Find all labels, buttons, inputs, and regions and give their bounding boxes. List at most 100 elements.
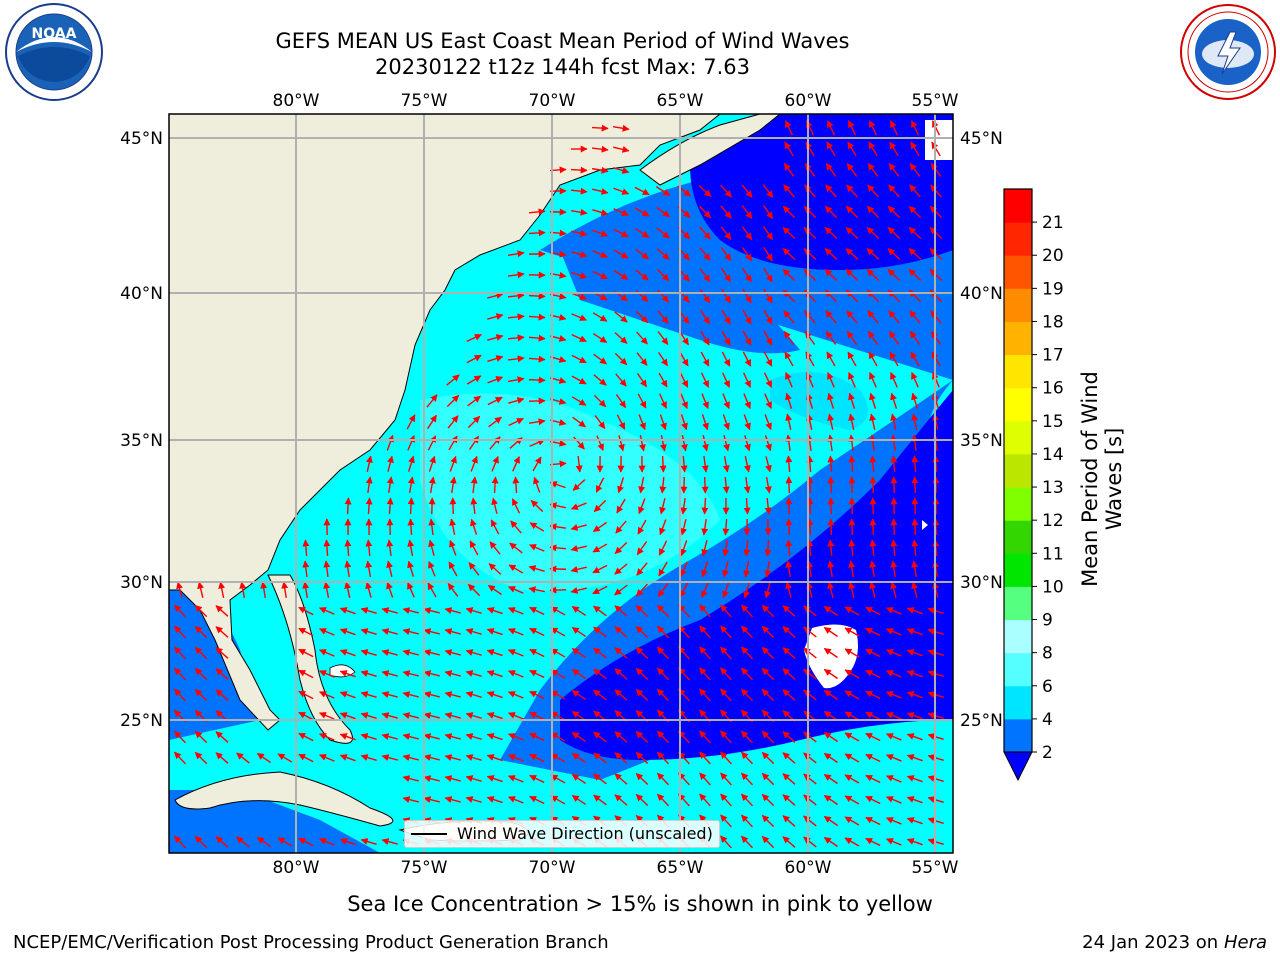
wave-direction-arrow bbox=[469, 540, 479, 556]
wave-direction-arrow bbox=[507, 691, 524, 699]
wave-direction-arrow bbox=[720, 751, 732, 765]
wave-direction-arrow bbox=[701, 414, 709, 431]
wave-direction-arrow bbox=[323, 560, 331, 578]
wave-direction-arrow bbox=[868, 120, 878, 136]
wave-direction-arrow bbox=[887, 227, 901, 239]
wave-direction-arrow bbox=[699, 793, 711, 807]
wave-direction-arrow bbox=[487, 376, 504, 384]
wave-direction-arrow bbox=[298, 606, 314, 616]
wave-direction-arrow bbox=[635, 269, 649, 281]
wave-direction-arrow bbox=[826, 120, 836, 136]
wave-direction-arrow bbox=[782, 794, 796, 806]
wave-direction-arrow bbox=[848, 372, 856, 388]
wave-direction-arrow bbox=[803, 752, 817, 764]
wave-direction-arrow bbox=[806, 560, 814, 578]
wave-direction-arrow bbox=[444, 670, 461, 677]
wave-direction-arrow bbox=[906, 607, 923, 615]
wave-direction-arrow bbox=[823, 752, 839, 764]
blue-region-gulf bbox=[169, 580, 260, 740]
wave-direction-arrow bbox=[571, 731, 587, 743]
wave-direction-arrow bbox=[529, 690, 545, 700]
wave-direction-arrow bbox=[636, 331, 648, 345]
wave-direction-arrow bbox=[592, 250, 608, 258]
wave-direction-arrow bbox=[908, 205, 922, 219]
wave-direction-arrow bbox=[614, 647, 628, 659]
wave-direction-arrow bbox=[720, 604, 732, 618]
wave-direction-arrow bbox=[634, 186, 650, 196]
wave-direction-arrow bbox=[911, 581, 918, 598]
wave-direction-arrow bbox=[467, 415, 481, 429]
wave-direction-arrow bbox=[782, 268, 796, 282]
wave-direction-arrow bbox=[488, 416, 502, 428]
wave-direction-arrow bbox=[699, 604, 711, 618]
wave-direction-arrow bbox=[868, 141, 878, 157]
wave-direction-arrow bbox=[656, 268, 670, 282]
wave-direction-arrow bbox=[847, 351, 857, 367]
wave-direction-arrow bbox=[659, 476, 667, 494]
wave-direction-arrow bbox=[869, 434, 877, 452]
wave-direction-arrow bbox=[215, 752, 229, 764]
wave-direction-arrow bbox=[845, 268, 859, 282]
wave-direction-arrow bbox=[659, 435, 667, 452]
wave-direction-arrow bbox=[742, 288, 752, 304]
wave-direction-arrow bbox=[593, 647, 607, 659]
wave-direction-arrow bbox=[803, 668, 817, 680]
wave-direction-arrow bbox=[740, 730, 754, 744]
wave-direction-arrow bbox=[638, 477, 646, 494]
land-north-america bbox=[169, 114, 721, 731]
land-cuba bbox=[174, 771, 394, 827]
wave-direction-arrow bbox=[743, 561, 751, 578]
sea-ice-note: Sea Ice Concentration > 15% is shown in … bbox=[347, 892, 933, 916]
wave-direction-arrow bbox=[571, 229, 588, 237]
lat-tick-label: 30°N bbox=[960, 573, 1003, 593]
wave-direction-arrow bbox=[215, 731, 229, 743]
wave-direction-arrow bbox=[402, 775, 419, 782]
wave-direction-arrow bbox=[782, 668, 796, 680]
wave-direction-arrow bbox=[865, 774, 881, 784]
wave-direction-arrow bbox=[381, 712, 398, 719]
wave-direction-arrow bbox=[507, 628, 524, 636]
colorbar-segment bbox=[1004, 652, 1032, 687]
wave-direction-arrow bbox=[782, 205, 796, 219]
wave-direction-arrow bbox=[763, 309, 773, 325]
wave-direction-arrow bbox=[740, 688, 754, 702]
wave-direction-arrow bbox=[656, 730, 670, 744]
wave-direction-arrow bbox=[339, 838, 356, 846]
wave-direction-arrow bbox=[571, 292, 588, 300]
map-field bbox=[169, 114, 953, 853]
wave-direction-arrow bbox=[615, 520, 627, 534]
wave-direction-arrow bbox=[844, 606, 860, 616]
wave-direction-arrow bbox=[636, 372, 648, 388]
wave-direction-arrow bbox=[911, 539, 919, 557]
wave-direction-arrow bbox=[174, 667, 186, 681]
wave-direction-arrow bbox=[699, 772, 711, 786]
wave-direction-arrow bbox=[827, 392, 835, 409]
wave-direction-arrow bbox=[720, 226, 732, 240]
wave-direction-arrow bbox=[465, 796, 482, 803]
wave-direction-arrow bbox=[763, 330, 773, 346]
wave-direction-arrow bbox=[570, 208, 588, 216]
wave-direction-arrow bbox=[381, 670, 398, 677]
wave-direction-arrow bbox=[867, 310, 879, 324]
wave-direction-arrow bbox=[890, 455, 898, 473]
wave-direction-arrow bbox=[865, 732, 881, 742]
wave-direction-arrow bbox=[318, 628, 335, 636]
wave-direction-arrow bbox=[763, 372, 773, 388]
wave-direction-arrow bbox=[386, 476, 394, 494]
wave-direction-arrow bbox=[699, 667, 711, 681]
wave-direction-arrow bbox=[174, 835, 186, 849]
wave-direction-arrow bbox=[740, 604, 754, 618]
wave-direction-arrow bbox=[762, 205, 774, 220]
wave-direction-arrow bbox=[465, 712, 482, 719]
wave-direction-arrow bbox=[550, 732, 566, 742]
wave-direction-arrow bbox=[256, 836, 271, 848]
noaa-logo-text: NOAA bbox=[32, 26, 77, 42]
wave-direction-arrow bbox=[699, 625, 711, 639]
wave-direction-arrow bbox=[783, 184, 795, 198]
wave-direction-arrow bbox=[764, 539, 772, 557]
wave-direction-arrow bbox=[782, 647, 796, 659]
wave-direction-arrow bbox=[635, 772, 649, 786]
wave-direction-arrow bbox=[783, 163, 795, 177]
wave-direction-arrow bbox=[655, 186, 671, 196]
wave-direction-arrow bbox=[784, 141, 794, 157]
